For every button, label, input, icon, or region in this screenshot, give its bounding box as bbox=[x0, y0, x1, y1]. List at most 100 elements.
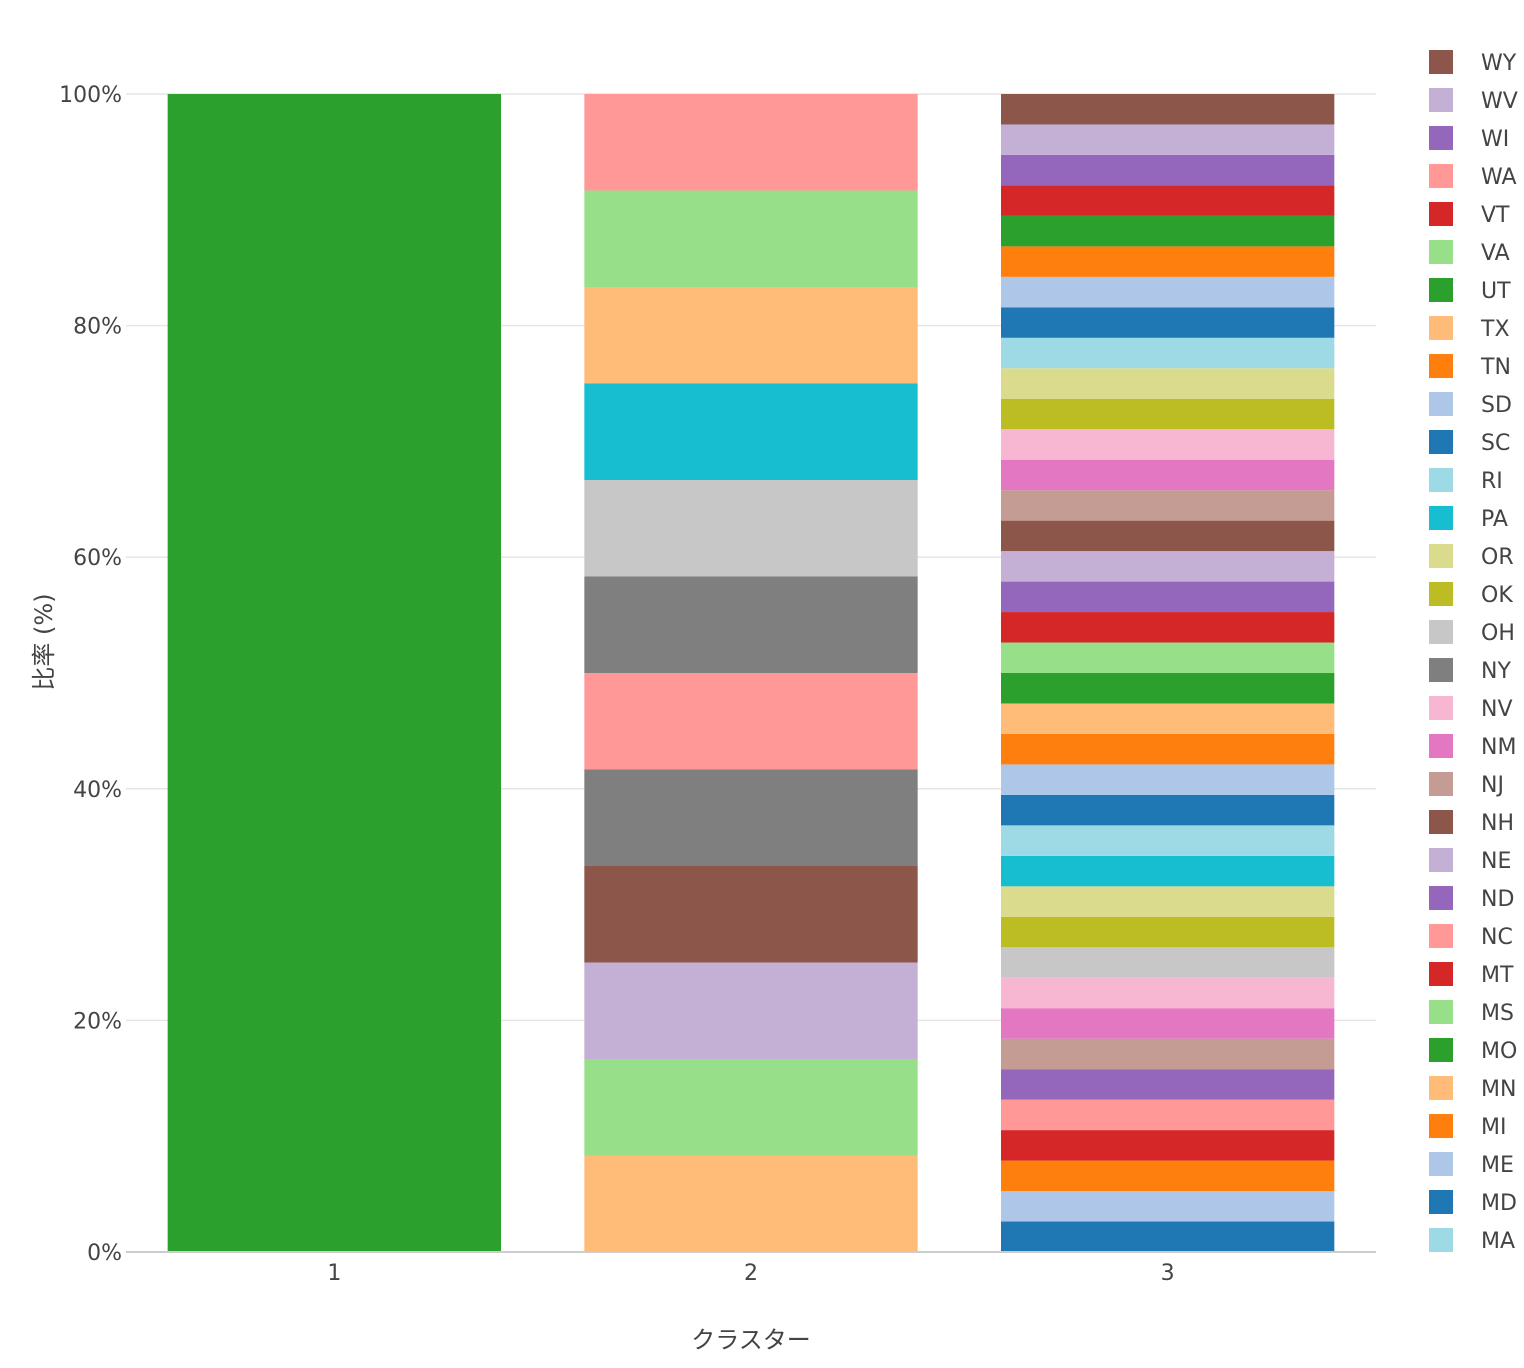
legend-label: SC bbox=[1481, 431, 1510, 456]
legend-item-nm[interactable]: NM bbox=[1429, 734, 1516, 760]
legend-item-nd[interactable]: ND bbox=[1429, 886, 1514, 912]
legend-swatch bbox=[1429, 50, 1453, 74]
bar-segment-nh bbox=[584, 866, 918, 963]
legend-item-tn[interactable]: TN bbox=[1429, 354, 1511, 380]
bar-segment-vt bbox=[1001, 612, 1335, 643]
legend-swatch bbox=[1429, 354, 1453, 378]
legend: WY WV WI WA VT VA UT TX TN SD SC RI PA OR OK OH NY NV NM NJ… bbox=[1429, 50, 1518, 1254]
legend-label: UT bbox=[1481, 279, 1511, 304]
legend-swatch bbox=[1429, 582, 1453, 606]
legend-item-or[interactable]: OR bbox=[1429, 544, 1514, 570]
bar-segment-vt bbox=[1001, 185, 1335, 216]
legend-item-md[interactable]: MD bbox=[1429, 1190, 1517, 1216]
legend-label: WI bbox=[1481, 127, 1509, 152]
legend-item-ma[interactable]: MA bbox=[1429, 1228, 1515, 1254]
legend-swatch bbox=[1429, 1228, 1453, 1252]
legend-swatch bbox=[1429, 772, 1453, 796]
legend-item-ok[interactable]: OK bbox=[1429, 582, 1513, 608]
legend-item-nc[interactable]: NC bbox=[1429, 924, 1513, 950]
bar-segment-ny bbox=[584, 576, 918, 673]
y-tick-label: 0% bbox=[87, 1241, 122, 1266]
legend-swatch bbox=[1429, 810, 1453, 834]
legend-swatch bbox=[1429, 962, 1453, 986]
legend-label: MN bbox=[1481, 1077, 1516, 1102]
bar-segment-tx bbox=[1001, 703, 1335, 734]
bar-segment-wy bbox=[1001, 520, 1335, 552]
legend-item-oh[interactable]: OH bbox=[1429, 620, 1515, 646]
legend-label: WA bbox=[1481, 165, 1517, 190]
legend-label: NY bbox=[1481, 659, 1511, 684]
legend-item-ri[interactable]: RI bbox=[1429, 468, 1503, 494]
bar-segment-sd bbox=[1001, 764, 1335, 795]
legend-swatch bbox=[1429, 240, 1453, 264]
legend-label: NE bbox=[1481, 849, 1511, 874]
legend-item-pa[interactable]: PA bbox=[1429, 506, 1508, 532]
legend-item-nh[interactable]: NH bbox=[1429, 810, 1514, 836]
legend-item-ut[interactable]: UT bbox=[1429, 278, 1511, 304]
legend-label: NJ bbox=[1481, 773, 1504, 798]
legend-label: MI bbox=[1481, 1115, 1506, 1140]
legend-item-nv[interactable]: NV bbox=[1429, 696, 1513, 722]
legend-swatch bbox=[1429, 392, 1453, 416]
bar-segment-ri bbox=[1001, 337, 1335, 369]
legend-swatch bbox=[1429, 1190, 1453, 1214]
bar-segment-va bbox=[584, 190, 918, 287]
legend-label: WV bbox=[1481, 89, 1518, 114]
bar-segment-pa bbox=[1001, 855, 1335, 887]
bar-segment-ms bbox=[584, 1059, 918, 1156]
legend-label: OK bbox=[1481, 583, 1513, 608]
legend-label: ND bbox=[1481, 887, 1514, 912]
y-axis-title: 比率 (%) bbox=[30, 593, 58, 690]
legend-label: MA bbox=[1481, 1229, 1515, 1254]
bar-segment-nv bbox=[1001, 429, 1335, 460]
legend-swatch bbox=[1429, 848, 1453, 872]
legend-item-wi[interactable]: WI bbox=[1429, 126, 1509, 152]
legend-item-tx[interactable]: TX bbox=[1429, 316, 1510, 342]
legend-swatch bbox=[1429, 506, 1453, 530]
legend-item-vt[interactable]: VT bbox=[1429, 202, 1510, 228]
bar-segment-sc bbox=[1001, 794, 1335, 826]
bar-segment-nc bbox=[584, 673, 918, 770]
legend-label: SD bbox=[1481, 393, 1512, 418]
bar-segment-va bbox=[1001, 642, 1335, 673]
bar-segment-or bbox=[1001, 368, 1335, 399]
legend-item-mt[interactable]: MT bbox=[1429, 962, 1514, 988]
legend-item-wa[interactable]: WA bbox=[1429, 164, 1517, 190]
legend-item-ne[interactable]: NE bbox=[1429, 848, 1511, 874]
legend-item-ms[interactable]: MS bbox=[1429, 1000, 1514, 1026]
legend-swatch bbox=[1429, 620, 1453, 644]
legend-swatch bbox=[1429, 164, 1453, 188]
bar-segment-ne bbox=[584, 962, 918, 1059]
bar-segment-nm bbox=[1001, 1008, 1335, 1039]
legend-label: OH bbox=[1481, 621, 1515, 646]
bar-segment-ok bbox=[1001, 916, 1335, 948]
legend-swatch bbox=[1429, 658, 1453, 682]
legend-item-va[interactable]: VA bbox=[1429, 240, 1510, 266]
legend-item-mo[interactable]: MO bbox=[1429, 1038, 1517, 1064]
legend-item-ny[interactable]: NY bbox=[1429, 658, 1511, 684]
legend-item-wv[interactable]: WV bbox=[1429, 88, 1518, 114]
x-tick-label: 2 bbox=[744, 1261, 758, 1286]
y-tick-label: 60% bbox=[73, 546, 122, 571]
legend-swatch bbox=[1429, 202, 1453, 226]
legend-item-nj[interactable]: NJ bbox=[1429, 772, 1504, 798]
legend-swatch bbox=[1429, 544, 1453, 568]
legend-item-mi[interactable]: MI bbox=[1429, 1114, 1506, 1140]
legend-swatch bbox=[1429, 734, 1453, 758]
x-tick-label: 3 bbox=[1161, 1261, 1175, 1286]
legend-item-me[interactable]: ME bbox=[1429, 1152, 1514, 1178]
x-axis-title: クラスター bbox=[691, 1326, 811, 1354]
legend-label: VT bbox=[1481, 203, 1510, 228]
bar-segment-tx bbox=[584, 287, 918, 384]
legend-item-sd[interactable]: SD bbox=[1429, 392, 1512, 418]
legend-item-sc[interactable]: SC bbox=[1429, 430, 1510, 456]
legend-swatch bbox=[1429, 696, 1453, 720]
legend-swatch bbox=[1429, 1038, 1453, 1062]
legend-label: MO bbox=[1481, 1039, 1517, 1064]
y-tick-label: 80% bbox=[73, 315, 122, 340]
legend-item-wy[interactable]: WY bbox=[1429, 50, 1517, 76]
y-axis-ticks: 0% 20% 40% 60% 80% 100% bbox=[59, 83, 122, 1266]
legend-item-mn[interactable]: MN bbox=[1429, 1076, 1516, 1102]
bar-segment-ut bbox=[1001, 215, 1335, 247]
legend-label: VA bbox=[1481, 241, 1510, 266]
